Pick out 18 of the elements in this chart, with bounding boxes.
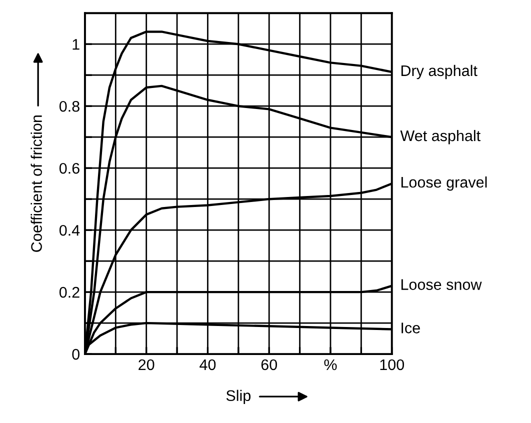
x-tick-label: 20 (138, 359, 154, 370)
series-label: Dry asphalt (401, 64, 478, 80)
series-label: Wet asphalt (400, 130, 480, 144)
series-label: Loose snow (401, 279, 482, 290)
y-tick-label: 0 (72, 348, 80, 360)
y-tick-label: 0.4 (59, 224, 80, 236)
y-tick-label: 0.2 (59, 286, 80, 298)
y-axis-title: Coefficient of friction (30, 116, 42, 252)
x-axis-title: Slip (226, 390, 251, 404)
series-label: Loose gravel (401, 176, 487, 191)
series-label: Ice (402, 322, 420, 334)
x-tick-label: 40 (200, 359, 216, 370)
x-tick-label: % (324, 359, 337, 370)
y-tick-label: 0.8 (59, 100, 80, 112)
y-tick-label: 0.6 (59, 162, 80, 174)
y-tick-label: 1 (72, 39, 80, 50)
x-tick-label: 100 (380, 359, 404, 370)
x-tick-label: 60 (261, 359, 278, 370)
